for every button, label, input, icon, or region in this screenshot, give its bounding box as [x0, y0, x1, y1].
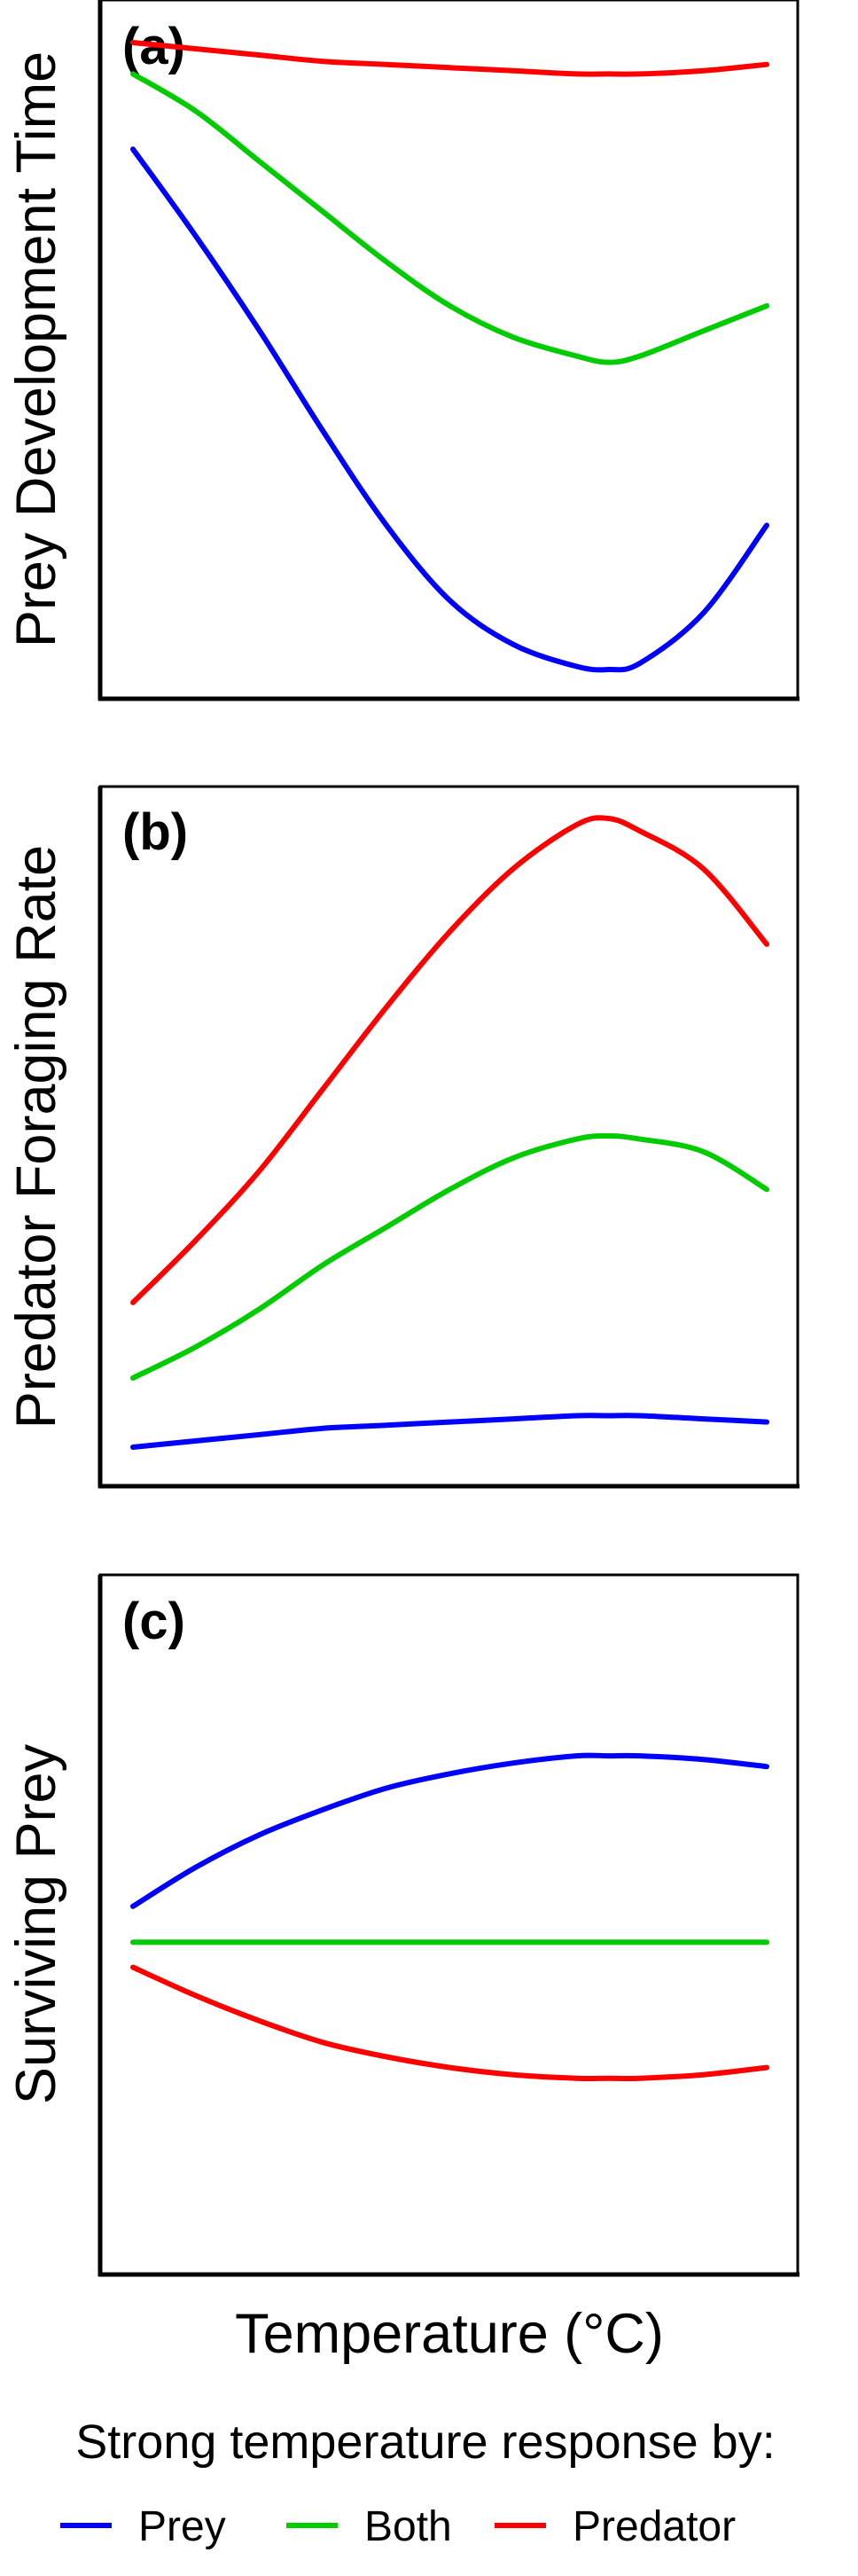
legend-label-predator: Predator	[573, 2503, 736, 2550]
panel-a-line-predator	[130, 40, 769, 77]
panel-a-line-both	[130, 71, 769, 365]
panel-b: (b) Predator Foraging Rate	[5, 785, 800, 1489]
panel-a-series	[130, 40, 769, 673]
panel-a-line-prey	[130, 146, 769, 673]
legend: Strong temperature response by: Prey Both…	[60, 2415, 776, 2550]
legend-label-both: Both	[364, 2503, 452, 2550]
legend-title: Strong temperature response by:	[75, 2415, 775, 2469]
panel-b-line-prey	[130, 1413, 769, 1450]
panel-b-label: (b)	[122, 803, 188, 861]
panel-c-series	[130, 1752, 769, 2082]
panel-b-y-axis-label: Predator Foraging Rate	[5, 845, 67, 1429]
panel-a-y-axis-label: Prey Development Time	[5, 51, 67, 647]
panel-b-series	[130, 815, 769, 1450]
panel-b-frame	[98, 785, 800, 1488]
panel-c-frame	[98, 1573, 800, 2276]
panel-c: (c) Surviving Prey	[5, 1573, 800, 2277]
panel-b-line-both	[130, 1132, 769, 1381]
panel-a: (a) Prey Development Time	[5, 0, 800, 701]
panel-a-frame	[98, 0, 800, 701]
legend-items: Prey Both Predator	[60, 2503, 736, 2550]
panel-c-line-predator	[130, 1964, 769, 2082]
panel-c-y-axis-label: Surviving Prey	[5, 1743, 67, 2104]
x-axis-label: Temperature (°C)	[235, 2303, 664, 2365]
panel-c-label: (c)	[122, 1593, 185, 1650]
panel-b-line-predator	[130, 815, 769, 1305]
panel-c-line-prey	[130, 1752, 769, 1909]
legend-label-prey: Prey	[138, 2503, 226, 2550]
